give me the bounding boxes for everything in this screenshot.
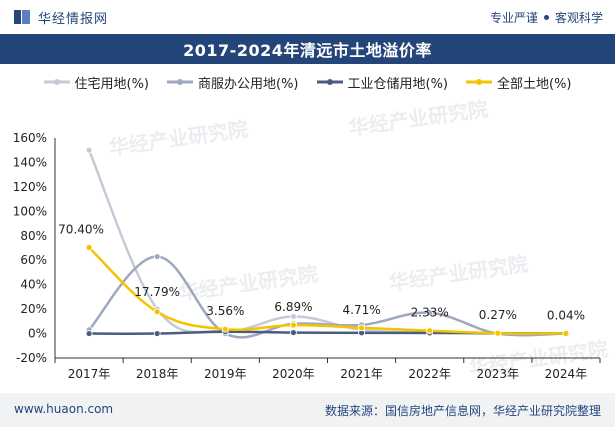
- data-label: 6.89%: [274, 300, 312, 314]
- legend-label-industrial: 工业仓储用地(%): [347, 76, 449, 92]
- series-all-point: [290, 321, 297, 329]
- legend-item-commercial: 商服办公用地(%): [167, 73, 299, 92]
- series-industrial-point: [85, 330, 93, 337]
- series-commercial-point: [153, 253, 161, 260]
- y-tick-label: 120%: [13, 180, 47, 194]
- series-all-point: [221, 325, 229, 333]
- x-tick-label: 2022年: [408, 367, 451, 381]
- footer-source: 数据来源：国信房地产信息网，华经产业研究院整理: [324, 404, 601, 418]
- brand-logo-icon: [14, 10, 30, 24]
- series-all-point: [494, 329, 502, 337]
- y-tick-label: 60%: [20, 253, 47, 267]
- series-commercial-point: [426, 309, 434, 317]
- watermark-text: 华经产业研究院: [177, 262, 319, 305]
- legend-swatch-all: [466, 79, 492, 85]
- x-tick-label: 2023年: [477, 367, 520, 381]
- legend-swatch-industrial: [316, 79, 343, 85]
- chart-title: 2017-2024年清远市土地溢价率: [0, 34, 615, 64]
- series-all-point: [426, 327, 434, 335]
- legend-label-all: 全部土地(%): [497, 76, 572, 92]
- y-tick-label: 20%: [20, 302, 47, 316]
- y-tick-label: 40%: [20, 278, 47, 292]
- series-all-point: [562, 330, 570, 337]
- series-industrial-point: [153, 330, 161, 337]
- legend-swatch-commercial: [167, 79, 193, 85]
- watermark-text: 华经产业研究院: [347, 97, 489, 140]
- data-label: 0.27%: [479, 308, 517, 322]
- tag-professional: 专业严谨: [489, 11, 538, 25]
- y-tick-label: 140%: [13, 155, 47, 169]
- series-residential-point: [85, 146, 93, 154]
- series-all-point: [153, 308, 161, 316]
- y-tick-label: -20%: [16, 351, 47, 365]
- brand: 华经情报网: [12, 7, 108, 27]
- y-tick-label: 160%: [13, 131, 47, 145]
- top-bar: 华经情报网 专业严谨 客观科学: [0, 0, 615, 34]
- tag-separator-dot: [543, 15, 549, 20]
- footer: www.huaon.com 数据来源：国信房地产信息网，华经产业研究院整理: [0, 393, 615, 427]
- data-label: 17.79%: [134, 285, 180, 299]
- data-label: 3.56%: [206, 304, 244, 318]
- x-tick-label: 2020年: [272, 367, 315, 381]
- x-tick-label: 2017年: [68, 367, 111, 381]
- legend-label-commercial: 商服办公用地(%): [198, 76, 299, 92]
- y-tick-label: 0%: [28, 327, 47, 341]
- tag-objective: 客观科学: [554, 11, 603, 25]
- data-label: 0.04%: [547, 309, 585, 323]
- series-all-point: [358, 324, 365, 332]
- watermark-text: 华经产业研究院: [387, 252, 529, 295]
- legend-item-industrial: 工业仓储用地(%): [316, 73, 449, 92]
- series-industrial-point: [290, 329, 297, 336]
- legend-swatch-residential: [43, 79, 70, 85]
- data-label: 2.33%: [411, 306, 449, 320]
- legend-item-all: 全部土地(%): [466, 73, 572, 92]
- series-all-point: [85, 244, 93, 251]
- brand-name: 华经情报网: [38, 11, 109, 27]
- legend-label-residential: 住宅用地(%): [74, 76, 150, 92]
- x-tick-label: 2019年: [204, 367, 247, 381]
- data-label: 70.40%: [58, 223, 104, 237]
- series-residential-point: [290, 313, 297, 320]
- header-tags: 专业严谨 客观科学: [490, 9, 603, 26]
- data-label: 4.71%: [343, 303, 381, 317]
- legend-item-residential: 住宅用地(%): [43, 73, 150, 92]
- chart-legend: 住宅用地(%) 商服办公用地(%) 工业仓储用地(%) 全部土地(%): [0, 70, 615, 94]
- x-tick-label: 2018年: [136, 367, 179, 381]
- watermark-text: 华经产业研究院: [107, 117, 249, 160]
- series-residential-line: [87, 149, 566, 335]
- y-tick-label: 80%: [20, 229, 47, 243]
- x-tick-label: 2021年: [340, 367, 383, 381]
- x-tick-label: 2024年: [545, 367, 588, 381]
- y-tick-label: 100%: [13, 204, 47, 218]
- footer-website: www.huaon.com: [14, 402, 114, 416]
